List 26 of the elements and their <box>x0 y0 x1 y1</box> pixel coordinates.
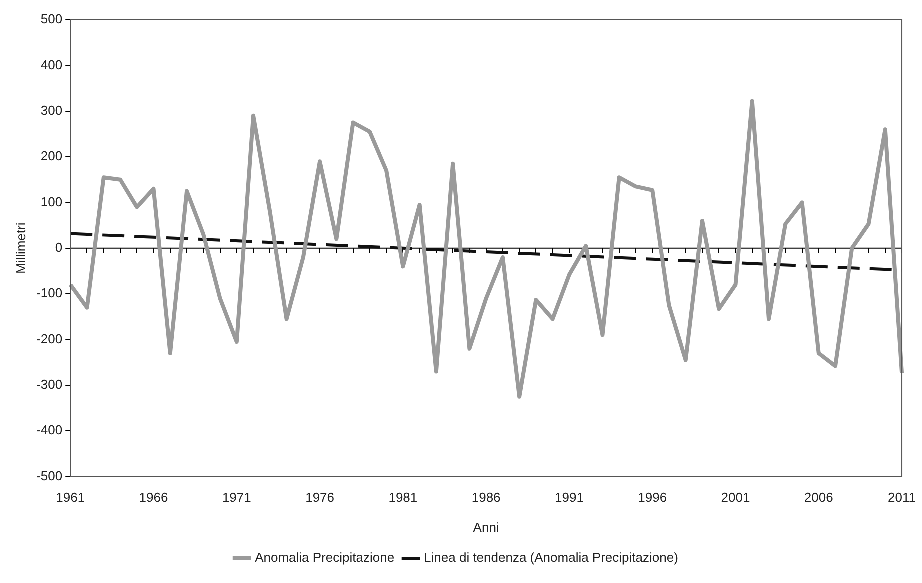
x-tick-label: 2006 <box>804 490 834 506</box>
legend-label: Anomalia Precipitazione <box>255 550 395 566</box>
x-tick-label: 1961 <box>56 490 86 506</box>
x-tick-label: 2001 <box>721 490 750 506</box>
y-tick-label: 400 <box>40 57 63 72</box>
y-axis-title: Millimetri <box>13 222 28 274</box>
y-tick-label: 500 <box>40 12 63 27</box>
x-tick-label: 1976 <box>306 490 334 506</box>
x-tick-label: 1981 <box>388 490 418 506</box>
y-tick-label: -300 <box>36 377 63 392</box>
x-tick-label: 1991 <box>555 490 584 506</box>
legend-label: Linea di tendenza (Anomalia Precipitazione) <box>424 550 678 566</box>
y-tick-label: 200 <box>40 148 63 164</box>
y-tick-label: -200 <box>36 331 63 346</box>
x-axis-title: Anni <box>473 520 500 535</box>
y-tick-label: 100 <box>40 194 63 210</box>
x-tick-label: 2011 <box>888 490 916 506</box>
y-tick-label: -500 <box>36 468 63 484</box>
y-tick-label: -100 <box>36 286 63 301</box>
x-tick-label: 1971 <box>222 490 252 506</box>
y-tick-label: -400 <box>36 422 63 438</box>
y-tick-label: 0 <box>55 240 63 255</box>
y-tick-label: 300 <box>40 102 63 118</box>
x-tick-label: 1986 <box>472 490 501 506</box>
x-tick-label: 1966 <box>139 490 168 506</box>
x-tick-label: 1996 <box>638 490 668 506</box>
